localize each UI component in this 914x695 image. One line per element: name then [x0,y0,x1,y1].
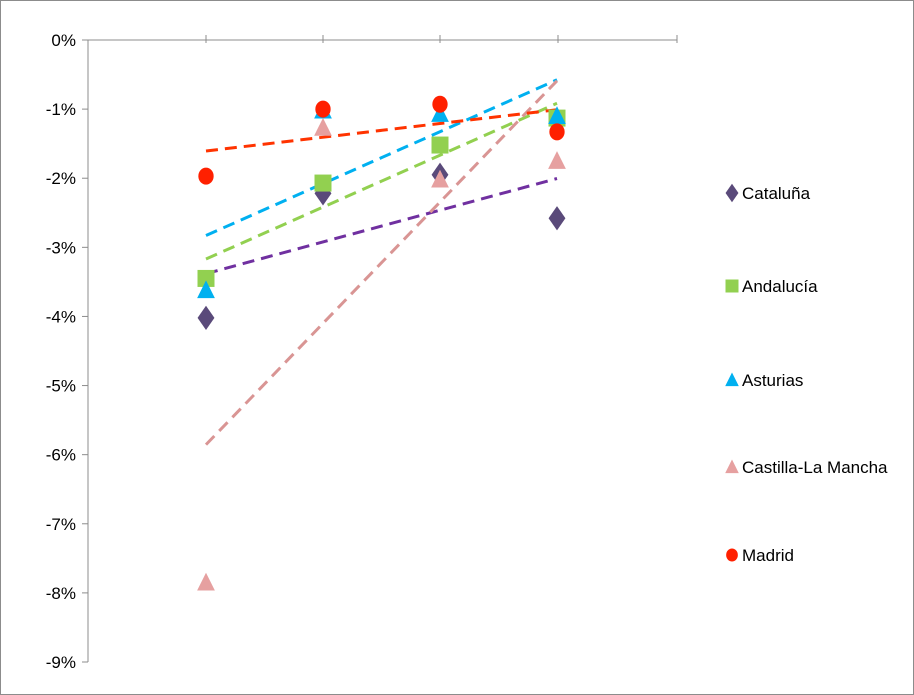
legend-label: Andalucía [742,277,818,296]
data-point-castilla-la-mancha [197,572,215,591]
data-point-castilla-la-mancha [314,117,332,136]
data-point-madrid [549,123,565,141]
legend-marker-diamond-icon [725,183,739,203]
legend-marker-circle-icon [726,548,738,562]
legend-marker-triangle-icon [725,372,739,387]
y-tick-label: -3% [46,238,76,257]
y-tick-label: -6% [46,446,76,465]
y-tick-label: 0% [51,31,76,50]
data-point-catalu-a [197,305,215,330]
trendline-castilla-la-mancha [204,79,559,446]
legend-label: Asturias [742,371,803,390]
legend-marker-triangle-icon [725,459,739,474]
y-tick-label: -8% [46,584,76,603]
legend-item-madrid: Madrid [726,546,794,565]
y-tick-label: -9% [46,653,76,672]
data-point-andaluc-a [431,136,449,154]
trendline-andaluc-a [205,101,558,261]
data-point-asturias [548,106,566,124]
data-point-andaluc-a [197,269,215,287]
trendlines [204,78,559,446]
y-tick-label: -1% [46,100,76,119]
legend-item-andaluc-a: Andalucía [725,277,818,296]
legend-label: Cataluña [742,184,811,203]
y-tick-label: -2% [46,169,76,188]
legend-item-castilla-la-mancha: Castilla-La Mancha [725,458,888,477]
data-point-asturias [431,104,449,122]
trendline-asturias [205,78,558,237]
data-point-catalu-a [548,206,566,231]
legend-item-catalu-a: Cataluña [725,183,811,203]
y-tick-label: -4% [46,307,76,326]
data-markers [197,95,566,591]
trendline-catalu-a [205,177,558,276]
data-point-madrid [432,95,448,113]
legend-label: Castilla-La Mancha [742,458,888,477]
data-point-madrid [315,100,331,118]
legend-marker-square-icon [725,279,739,293]
chart-axes: 0% -1% -2% -3% -4% -5% -6% -7% -8% -9% [46,31,678,672]
data-point-castilla-la-mancha [548,151,566,169]
y-tick-label: -7% [46,515,76,534]
legend-item-asturias: Asturias [725,371,803,390]
data-point-castilla-la-mancha [431,169,449,188]
data-point-madrid [198,167,214,185]
y-tick-label: -5% [46,377,76,396]
trendline-madrid [205,108,558,153]
legend: Cataluña Andalucía Asturias Castilla-La Man… [725,183,888,565]
data-point-asturias [197,280,215,299]
legend-label: Madrid [742,546,794,565]
data-point-andaluc-a [314,174,332,192]
